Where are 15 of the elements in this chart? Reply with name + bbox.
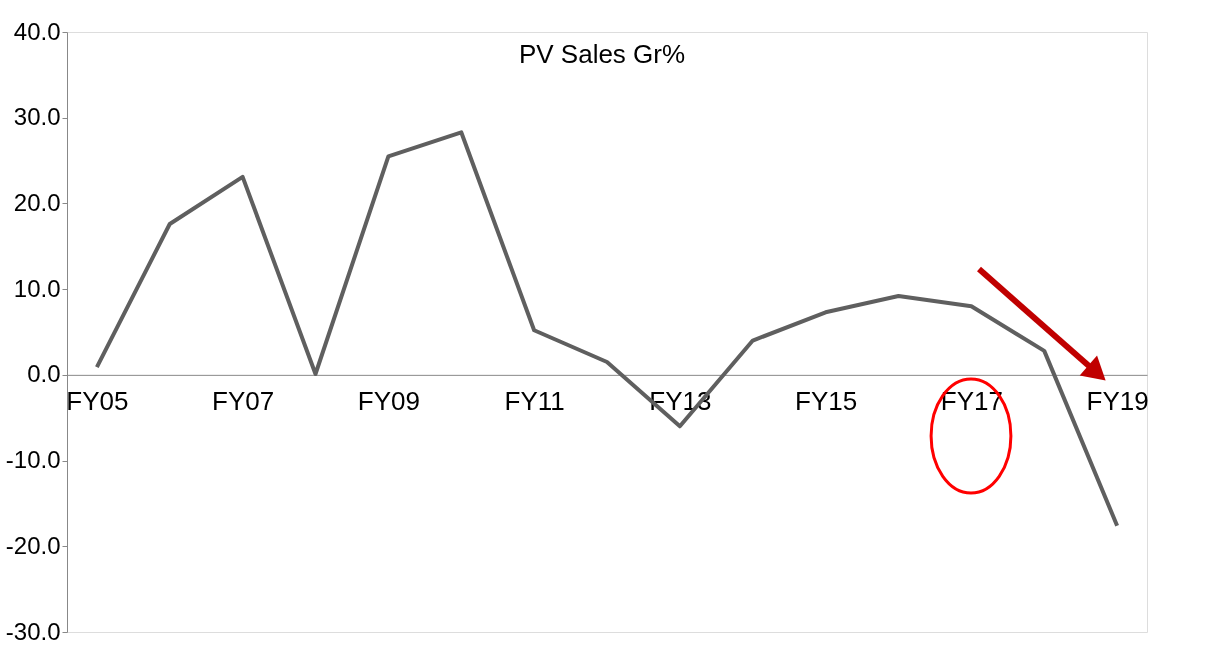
- x-tick-label: FY05: [66, 386, 129, 417]
- x-tick-label: FY09: [357, 386, 420, 417]
- y-tick-label: 10.0: [13, 274, 61, 302]
- y-tick-label: -30.0: [5, 617, 61, 645]
- x-tick-label: FY11: [504, 386, 565, 417]
- x-tick-label: FY15: [795, 386, 858, 417]
- y-tick-label: 20.0: [13, 188, 61, 216]
- y-tick-label: -10.0: [5, 446, 61, 474]
- y-tick-label: 40.0: [13, 17, 61, 45]
- chart-title: PV Sales Gr%: [518, 39, 686, 69]
- y-tick-label: 0.0: [27, 360, 61, 388]
- x-tick-label: FY07: [212, 386, 275, 417]
- y-tick-label: -20.0: [5, 531, 61, 559]
- x-tick-label: FY19: [1086, 386, 1149, 417]
- y-tick-label: 30.0: [13, 103, 61, 131]
